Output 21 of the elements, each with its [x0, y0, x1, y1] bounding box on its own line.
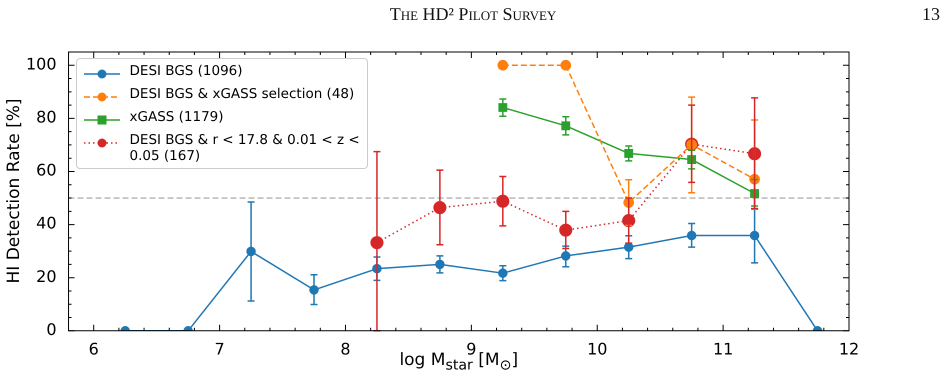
point — [497, 60, 508, 71]
text: 13 — [922, 4, 940, 25]
legend-label: xGASS (1179) — [130, 109, 225, 125]
x-tick-label: 12 — [838, 340, 860, 359]
y-tick-label: 60 — [36, 160, 57, 180]
y-tick-label: 100 — [26, 54, 57, 74]
legend-label: DESI BGS & xGASS selection (48) — [130, 86, 356, 102]
point — [560, 60, 572, 71]
y-tick-label: 0 — [46, 320, 57, 339]
y-tick-label: 20 — [36, 266, 57, 286]
x-tick-label: 7 — [214, 340, 225, 359]
x-tick-label: 8 — [340, 340, 351, 359]
x-tick-label: 11 — [712, 340, 734, 359]
y-tick-label: 40 — [36, 214, 57, 233]
text: The HD² Pilot Survey — [390, 4, 556, 25]
y-axis-title: HI Detection Rate [%] — [4, 98, 24, 284]
x-tick-label: 10 — [587, 340, 608, 359]
legend-label: DESI BGS & r < 17.8 & 0.01 < z < 0.05 (167) — [130, 132, 361, 164]
y-tick-label: 80 — [36, 108, 57, 127]
x-tick-label: 6 — [88, 340, 99, 359]
legend-label: DESI BGS (1096) — [130, 63, 244, 79]
